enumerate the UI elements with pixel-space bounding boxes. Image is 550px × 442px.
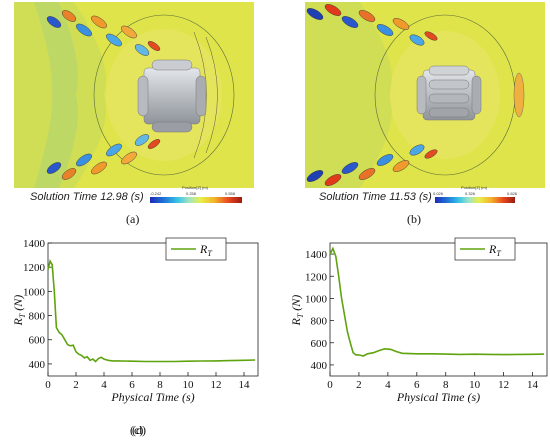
x-tick-label: 10 <box>183 379 195 391</box>
colorbar-max-a: 0.558 <box>225 191 236 196</box>
y-tick-label: 1400 <box>305 249 328 261</box>
y-tick-label: 800 <box>29 311 46 323</box>
y-tick-label: 1000 <box>305 293 328 305</box>
colorbar-mid-b: 0.326 <box>465 191 476 196</box>
x-tick-label: 4 <box>385 379 391 391</box>
x-tick-label: 12 <box>498 379 509 391</box>
x-tick-label: 0 <box>327 379 333 391</box>
y-tick-label: 1200 <box>23 262 46 274</box>
solution-time-label-a: Solution Time 12.98 (s) <box>30 191 144 203</box>
colorbar-min-a: -0.242 <box>150 191 162 196</box>
wave-contour-a <box>14 2 254 188</box>
x-tick-label: 6 <box>414 379 420 391</box>
legend-label: RT <box>488 242 501 258</box>
x-tick-label: 12 <box>211 379 222 391</box>
y-tick-label: 600 <box>311 338 328 350</box>
y-axis-label: RT (N) <box>11 295 27 327</box>
colorbar-mid-a: 0.258 <box>186 191 197 196</box>
x-tick-label: 2 <box>356 379 362 391</box>
wave-contour-b <box>305 2 545 188</box>
x-tick-label: 14 <box>527 379 539 391</box>
plot-frame <box>47 242 259 377</box>
colorbar-title-a: Position[Z] (m) <box>182 185 209 190</box>
x-axis-label: Physical Time (s) <box>396 390 480 404</box>
colorbar-title-b: Position[Z] (m) <box>461 185 488 190</box>
chart-c: 0 2 4 6 8 10 12 14 400 600 800 1000 1200 1400 Physical… <box>11 237 259 404</box>
colorbar-a <box>150 197 242 203</box>
simulation-field-a <box>14 2 254 188</box>
y-tick-label: 1200 <box>305 271 328 283</box>
plot-frame <box>329 242 548 377</box>
x-tick-label: 8 <box>157 379 163 391</box>
caption-c: (c) <box>130 423 144 437</box>
colorbar-b <box>435 197 515 203</box>
y-tick-label: 800 <box>311 316 328 328</box>
colorbar-min-b: 0.026 <box>433 191 444 196</box>
x-tick-label: 8 <box>443 379 449 391</box>
solution-time-label-b: Solution Time 11.53 (s) <box>319 191 432 203</box>
panel-b: Solution Time 11.53 (s) Position[Z] (m) … <box>275 0 550 226</box>
caption-d: (d) <box>132 423 146 437</box>
y-tick-label: 600 <box>29 335 46 347</box>
y-tick-label: 1000 <box>23 286 46 298</box>
caption-a: (a) <box>126 212 140 226</box>
panel-a: Solution Time 12.98 (s) Position[Z] (m) … <box>0 0 275 226</box>
chart-d: 0 2 4 6 8 10 12 14 400 600 800 1000 1200 1400 Physical… <box>289 237 548 404</box>
legend-label: RT <box>199 242 212 258</box>
x-tick-label: 10 <box>469 379 481 391</box>
x-tick-label: 4 <box>101 379 107 391</box>
y-tick-label: 1400 <box>23 238 46 250</box>
y-axis-label: RT (N) <box>289 295 305 327</box>
y-tick-label: 400 <box>311 360 328 372</box>
x-tick-label: 0 <box>45 379 51 391</box>
simulation-field-b <box>305 2 545 188</box>
series-line-rt <box>47 258 256 363</box>
caption-b: (b) <box>407 212 421 226</box>
x-axis-label: Physical Time (s) <box>110 390 194 404</box>
series-line-rt <box>329 246 545 357</box>
x-tick-label: 14 <box>239 379 251 391</box>
colorbar-max-b: 0.626 <box>507 191 518 196</box>
x-tick-label: 2 <box>73 379 79 391</box>
y-tick-label: 400 <box>29 359 46 371</box>
x-tick-label: 6 <box>129 379 135 391</box>
